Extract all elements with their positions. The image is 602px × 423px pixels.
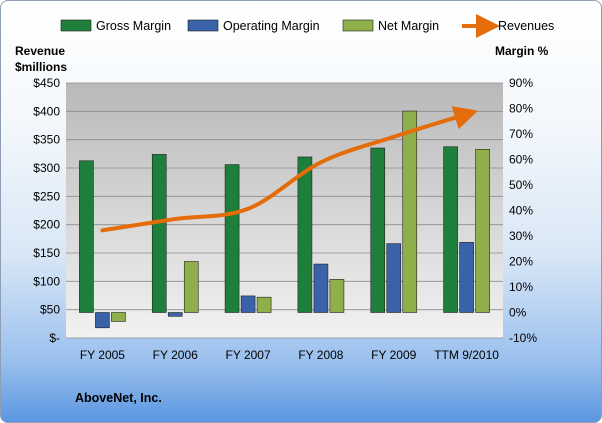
left-tick-label: $200 <box>33 218 60 232</box>
bar-gross-margin <box>297 156 313 313</box>
bar-net-margin <box>183 261 199 313</box>
right-axis-title: Margin % <box>495 44 549 58</box>
category-label: FY 2006 <box>153 348 198 362</box>
category-label: FY 2008 <box>298 348 343 362</box>
left-tick-label: $350 <box>33 133 60 147</box>
right-tick-label: 90% <box>509 76 533 90</box>
right-tick-label: 40% <box>509 204 533 218</box>
bar-operating-margin <box>459 242 474 313</box>
left-tick-label: $400 <box>33 104 60 118</box>
left-axis-title-line2: $millions <box>15 60 67 74</box>
bar-operating-margin <box>167 312 183 317</box>
legend-swatch-gross-margin <box>60 19 92 32</box>
left-tick-label: $300 <box>33 161 60 175</box>
bar-gross-margin <box>370 147 386 313</box>
bar-gross-margin <box>79 160 94 313</box>
left-tick-label: $450 <box>33 76 60 90</box>
right-tick-label: 80% <box>509 102 533 116</box>
right-tick-label: 20% <box>509 255 533 269</box>
legend-swatch-operating-margin <box>187 19 219 32</box>
right-tick-label: 30% <box>509 229 533 243</box>
left-tick-label: $150 <box>33 246 60 260</box>
bar-operating-margin <box>95 312 110 329</box>
legend-label-net-margin: Net Margin <box>378 19 439 33</box>
bar-operating-margin <box>313 263 329 313</box>
category-label: TTM 9/2010 <box>434 348 499 362</box>
category-label: FY 2007 <box>226 348 271 362</box>
left-tick-label: $50 <box>40 303 60 317</box>
right-tick-label: -10% <box>509 331 537 345</box>
right-tick-label: 70% <box>509 127 533 141</box>
company-name: AboveNet, Inc. <box>75 391 162 405</box>
right-tick-label: 50% <box>509 178 533 192</box>
bar-net-margin <box>256 296 272 313</box>
bar-gross-margin <box>151 154 167 313</box>
category-label: FY 2009 <box>371 348 416 362</box>
bar-net-margin <box>402 110 418 313</box>
revenue-line <box>100 106 479 233</box>
right-tick-label: 0% <box>509 306 527 320</box>
right-tick-label: 60% <box>509 153 533 167</box>
bar-net-margin <box>475 149 490 313</box>
legend-label-operating-margin: Operating Margin <box>223 19 320 33</box>
category-label: FY 2005 <box>80 348 125 362</box>
left-tick-label: $100 <box>33 274 60 288</box>
bar-operating-margin <box>386 243 402 313</box>
left-axis-title-line1: Revenue <box>15 44 65 58</box>
legend-label-gross-margin: Gross Margin <box>96 19 171 33</box>
bar-net-margin <box>329 279 345 313</box>
legend-label-revenues: Revenues <box>498 19 554 33</box>
left-tick-label: $250 <box>33 189 60 203</box>
bar-gross-margin <box>224 164 240 313</box>
bar-gross-margin <box>443 146 458 313</box>
right-tick-label: 10% <box>509 280 533 294</box>
left-tick-label: $- <box>49 331 60 345</box>
legend-swatch-net-margin <box>342 19 374 32</box>
bar-net-margin <box>111 312 126 322</box>
bar-operating-margin <box>240 295 256 313</box>
